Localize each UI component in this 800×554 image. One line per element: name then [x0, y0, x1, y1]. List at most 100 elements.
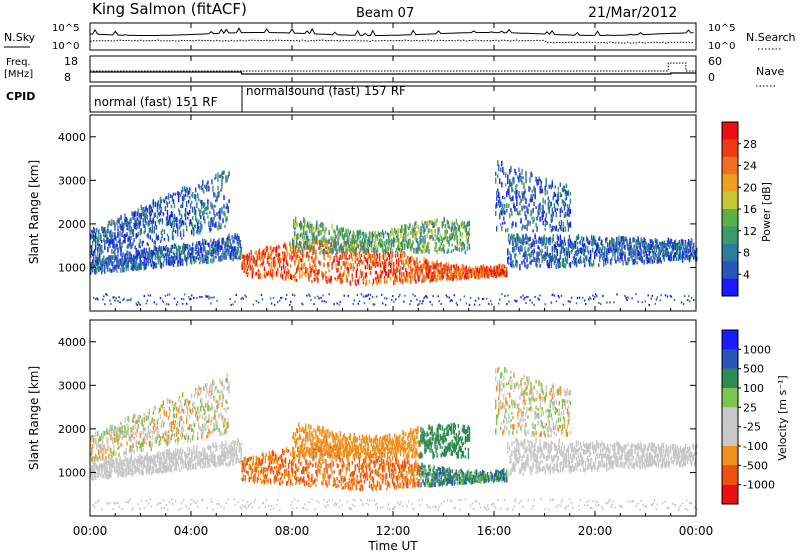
power-cell — [179, 261, 182, 266]
power-cell — [92, 267, 94, 271]
power-cell — [169, 260, 172, 266]
power-cell — [626, 299, 628, 301]
power-cell — [305, 245, 307, 250]
power-cell — [162, 253, 165, 258]
power-cell — [516, 202, 518, 207]
power-cell — [661, 253, 664, 258]
power-cell — [400, 228, 402, 234]
power-cell — [92, 253, 94, 257]
power-cell — [533, 201, 535, 207]
power-cell — [248, 257, 251, 262]
power-cell — [574, 240, 577, 247]
power-cell — [288, 275, 290, 280]
power-cell — [557, 236, 560, 242]
power-cell — [358, 251, 361, 255]
power-cell — [285, 259, 288, 265]
power-cell — [333, 243, 335, 248]
power-cell — [194, 259, 196, 264]
power-cell — [92, 259, 94, 266]
power-cell — [395, 250, 397, 254]
power-cell — [339, 254, 341, 260]
power-cell — [460, 242, 463, 247]
power-cell — [531, 242, 533, 247]
power-cell — [165, 252, 168, 257]
power-cell — [230, 243, 232, 247]
power-cell — [178, 219, 181, 224]
power-cell — [125, 267, 127, 272]
power-cell — [491, 269, 493, 276]
power-cell — [384, 261, 387, 266]
power-cell — [295, 222, 297, 228]
power-cell — [459, 272, 462, 277]
power-cell — [373, 231, 376, 237]
power-cell — [215, 255, 217, 259]
power-cell — [287, 262, 289, 267]
power-cell — [358, 300, 361, 303]
power-cell — [155, 262, 158, 269]
power-cell — [593, 239, 595, 245]
power-cell — [208, 221, 210, 227]
power-cell — [241, 261, 243, 265]
power-cell — [239, 242, 241, 249]
power-cell — [407, 272, 409, 278]
power-cell — [352, 240, 355, 245]
velocity-cell — [106, 473, 108, 478]
power-cell — [497, 266, 499, 271]
power-cell — [486, 270, 489, 276]
power-cell — [563, 248, 566, 253]
power-cell — [237, 242, 239, 247]
power-cell — [151, 209, 154, 213]
power-cell — [424, 238, 426, 244]
power-cell — [559, 214, 562, 218]
power-cell — [435, 266, 437, 270]
power-cell — [654, 238, 657, 243]
power-cell — [651, 259, 654, 264]
velocity-cell — [108, 455, 110, 460]
power-cell — [535, 257, 537, 263]
power-cell — [312, 259, 314, 264]
power-cell — [456, 235, 459, 241]
power-cell — [147, 259, 150, 266]
power-cell — [373, 252, 376, 258]
power-cell — [372, 248, 375, 253]
power-cell — [207, 250, 209, 255]
power-cell — [112, 266, 114, 270]
power-cell — [146, 299, 149, 302]
power-cell — [327, 252, 329, 258]
power-cell — [153, 261, 156, 266]
power-cell — [119, 239, 121, 245]
power-cell — [277, 254, 280, 258]
power-cell — [659, 250, 662, 256]
power-cell — [182, 234, 185, 237]
power-cell — [468, 303, 471, 306]
power-cell — [277, 259, 280, 264]
power-cell — [601, 249, 603, 253]
power-cell — [440, 303, 442, 305]
power-cell — [107, 239, 109, 243]
power-cell — [323, 256, 325, 260]
power-cell — [456, 244, 459, 248]
power-cell — [503, 269, 505, 276]
power-cell — [165, 216, 168, 222]
power-cell — [674, 251, 677, 258]
power-cell — [628, 252, 630, 256]
power-cell — [124, 257, 126, 263]
power-cell — [175, 246, 178, 250]
power-cell — [515, 171, 517, 176]
power-cell — [104, 245, 106, 251]
power-cell — [349, 241, 352, 246]
power-cell — [180, 204, 183, 208]
power-cell — [97, 239, 99, 244]
power-cell — [419, 267, 421, 273]
power-cell — [450, 273, 453, 280]
power-cell — [503, 171, 505, 176]
power-cell — [102, 298, 104, 301]
power-cell — [117, 258, 119, 263]
power-cell — [179, 230, 182, 237]
power-cell — [187, 187, 189, 193]
power-cell — [346, 257, 348, 261]
power-cell — [312, 265, 314, 271]
power-cell — [217, 246, 219, 251]
power-cell — [130, 265, 132, 271]
velocity-cell — [107, 460, 109, 464]
